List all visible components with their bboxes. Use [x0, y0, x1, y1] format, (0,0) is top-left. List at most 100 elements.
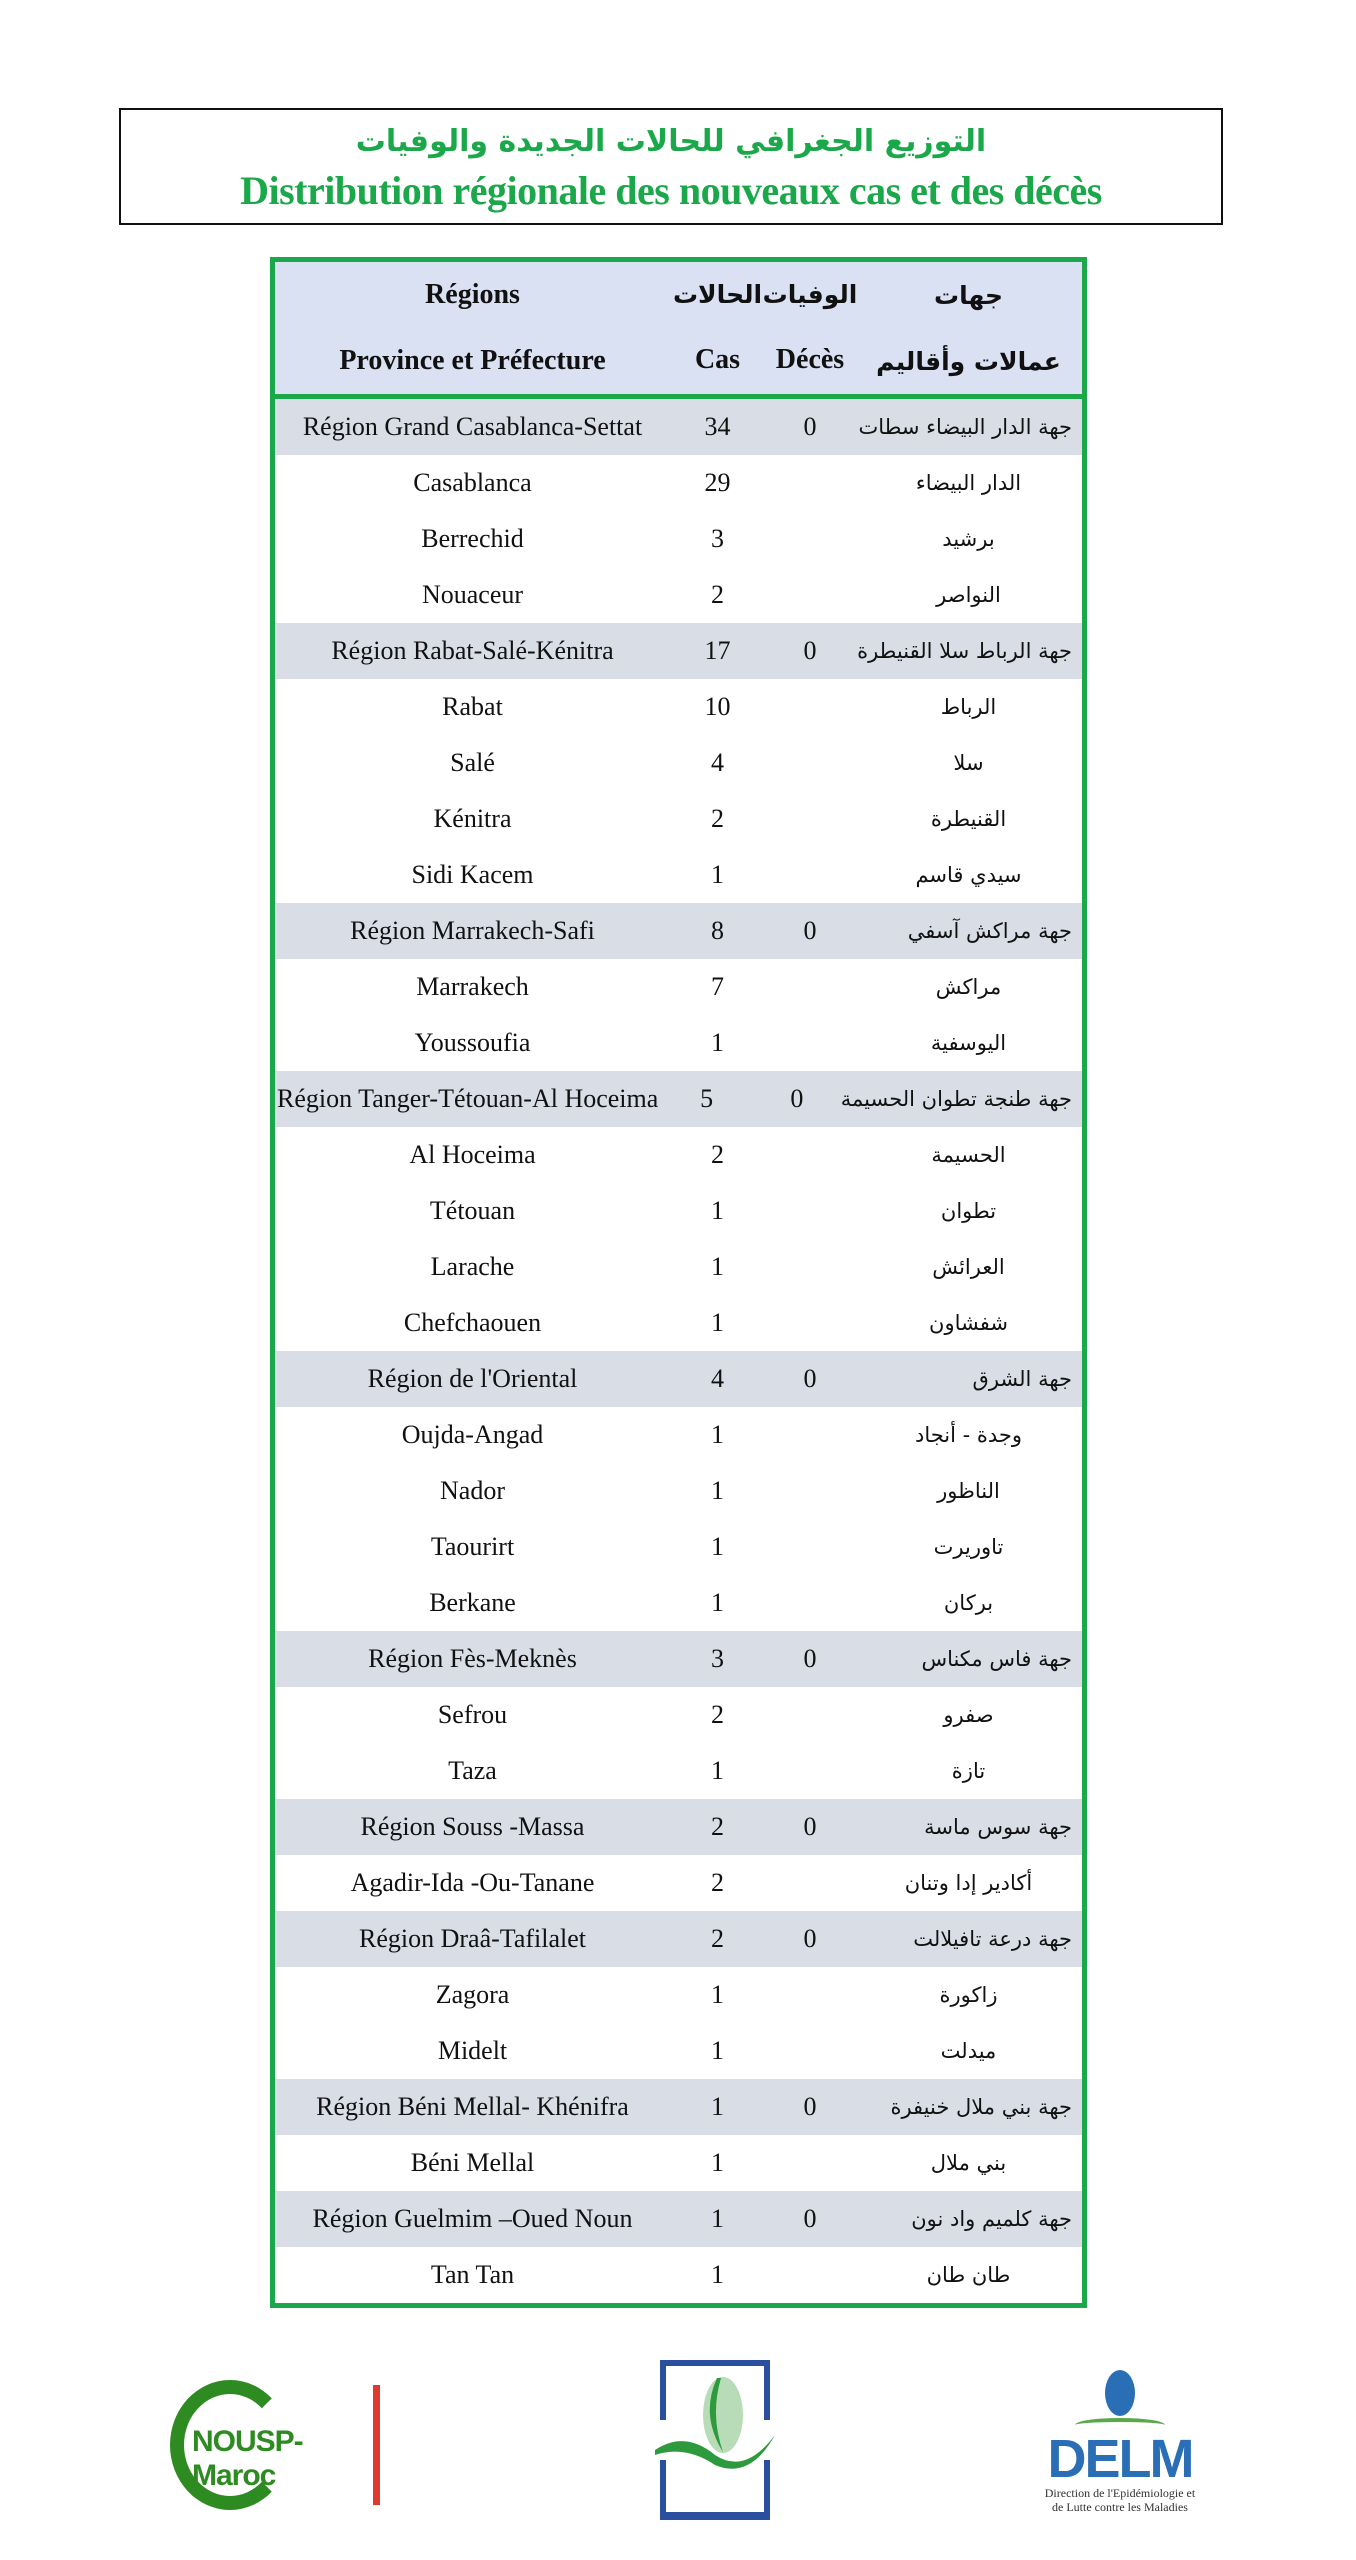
- cases-cell: 2: [711, 580, 724, 609]
- province-row: Taourirt 1 تاوريرت: [275, 1519, 1082, 1575]
- cases-cell: 1: [711, 1196, 724, 1225]
- name-cell: Sefrou: [437, 1700, 508, 1729]
- province-row: Sidi Kacem 1 سيدي قاسم: [275, 847, 1082, 903]
- province-row: Casablanca 29 الدار البيضاء: [275, 455, 1082, 511]
- arabic-name-cell: أكادير إدا وتنان: [904, 1871, 1033, 1895]
- cases-cell: 2: [711, 1812, 724, 1841]
- region-row: Région Rabat-Salé-Kénitra 17 0 جهة الرباط س…: [275, 623, 1082, 679]
- region-row: Région Grand Casablanca-Settat 34 0 جهة الد…: [275, 399, 1082, 455]
- province-row: Marrakech 7 مراكش: [275, 959, 1082, 1015]
- arabic-name-cell: تازة: [951, 1759, 986, 1783]
- arabic-name-cell: اليوسفية: [930, 1031, 1007, 1055]
- province-row: Larache 1 العرائش: [275, 1239, 1082, 1295]
- arabic-name-cell: صفرو: [943, 1703, 994, 1727]
- name-cell: Larache: [430, 1252, 515, 1281]
- arabic-name-cell: النواصر: [936, 583, 1001, 607]
- cases-cell: 5: [700, 1084, 714, 1113]
- arabic-name-cell: برشيد: [942, 527, 995, 551]
- deaths-cell: 0: [803, 916, 817, 945]
- deaths-cell: 0: [803, 2204, 817, 2233]
- deaths-cell: 0: [803, 1924, 817, 1953]
- header-label: جهات: [933, 280, 1004, 310]
- province-row: Salé 4 سلا: [275, 735, 1082, 791]
- name-cell: Région Fès-Meknès: [368, 1644, 577, 1673]
- cases-cell: 2: [711, 1140, 724, 1169]
- nousp-logo: NOUSP-Maroc: [170, 2380, 380, 2510]
- name-cell: Oujda-Angad: [401, 1420, 544, 1449]
- cases-cell: 8: [711, 916, 724, 945]
- arabic-name-cell: العرائش: [932, 1255, 1005, 1279]
- title-french: Distribution régionale des nouveaux cas …: [240, 168, 1102, 213]
- region-row: Région Tanger-Tétouan-Al Hoceima 5 0 جهة طن…: [275, 1071, 1082, 1127]
- cases-cell: 1: [711, 1756, 724, 1785]
- header-label: Province et Préfecture: [339, 345, 606, 376]
- province-row: Nador 1 الناظور: [275, 1463, 1082, 1519]
- province-row: Kénitra 2 القنيطرة: [275, 791, 1082, 847]
- arabic-name-cell: مراكش: [935, 975, 1002, 999]
- province-row: Nouaceur 2 النواصر: [275, 567, 1082, 623]
- arabic-name-cell: القنيطرة: [930, 807, 1007, 831]
- cases-cell: 1: [711, 1476, 724, 1505]
- cases-cell: 2: [711, 1868, 724, 1897]
- name-cell: Sidi Kacem: [411, 860, 534, 889]
- deaths-cell: 0: [803, 1644, 817, 1673]
- title-arabic: التوزيع الجغرافي للحالات الجديدة والوفيا…: [355, 124, 987, 159]
- province-row: Agadir-Ida -Ou-Tanane 2 أكادير إدا وتنان: [275, 1855, 1082, 1911]
- arabic-name-cell: جهة الشرق: [972, 1367, 1072, 1391]
- header-label: Cas: [694, 344, 741, 376]
- cases-cell: 2: [711, 1924, 724, 1953]
- header-label: الوفيات: [762, 279, 858, 309]
- arabic-name-cell: الناظور: [937, 1479, 1000, 1503]
- arabic-name-cell: جهة سوس ماسة: [924, 1815, 1072, 1839]
- arabic-name-cell: جهة الدار البيضاء سطات: [858, 415, 1072, 439]
- name-cell: Taza: [448, 1756, 497, 1785]
- arabic-name-cell: تاوريرت: [933, 1535, 1004, 1559]
- cases-cell: 3: [711, 524, 724, 553]
- region-row: Région Béni Mellal- Khénifra 1 0 جهة بني مل…: [275, 2079, 1082, 2135]
- cases-cell: 4: [711, 748, 724, 777]
- cases-cell: 2: [711, 804, 724, 833]
- cases-cell: 1: [711, 1588, 724, 1617]
- region-row: Région Marrakech-Safi 8 0 جهة مراكش آسفي: [275, 903, 1082, 959]
- arabic-name-cell: بركان: [943, 1591, 994, 1615]
- footer-logos: NOUSP-Maroc DELM Direction de l'Epidémio…: [0, 2360, 1356, 2520]
- arabic-name-cell: شفشاون: [929, 1311, 1008, 1335]
- arabic-name-cell: جهة مراكش آسفي: [907, 919, 1072, 943]
- arabic-name-cell: جهة الرباط سلا القنيطرة: [857, 639, 1072, 663]
- deaths-cell: 0: [803, 2092, 817, 2121]
- name-cell: Région Marrakech-Safi: [350, 916, 595, 945]
- arabic-name-cell: سلا: [953, 751, 984, 775]
- cases-cell: 1: [711, 1028, 724, 1057]
- name-cell: Berrechid: [421, 524, 524, 553]
- arabic-name-cell: وجدة - أنجاد: [914, 1423, 1023, 1447]
- cases-cell: 1: [711, 1252, 724, 1281]
- arabic-name-cell: بني ملال: [930, 2151, 1007, 2175]
- ministry-logo: [655, 2360, 775, 2520]
- arabic-name-cell: جهة بني ملال خنيفرة: [890, 2095, 1072, 2119]
- cases-cell: 1: [711, 2092, 724, 2121]
- region-row: Région Fès-Meknès 3 0 جهة فاس مكناس: [275, 1631, 1082, 1687]
- arabic-name-cell: زاكورة: [939, 1983, 998, 2007]
- name-cell: Région Rabat-Salé-Kénitra: [331, 636, 614, 665]
- name-cell: Région Draâ-Tafilalet: [358, 1924, 587, 1953]
- province-row: Youssoufia 1 اليوسفية: [275, 1015, 1082, 1071]
- province-row: Sefrou 2 صفرو: [275, 1687, 1082, 1743]
- province-row: Oujda-Angad 1 وجدة - أنجاد: [275, 1407, 1082, 1463]
- table-body: Région Grand Casablanca-Settat 34 0 جهة الد…: [275, 399, 1082, 2303]
- province-row: Midelt 1 ميدلت: [275, 2023, 1082, 2079]
- name-cell: Région Béni Mellal- Khénifra: [316, 2092, 629, 2121]
- arabic-name-cell: تطوان: [940, 1199, 997, 1223]
- name-cell: Béni Mellal: [410, 2148, 535, 2177]
- province-row: Rabat 10 الرباط: [275, 679, 1082, 735]
- name-cell: Région Tanger-Tétouan-Al Hoceima: [277, 1084, 659, 1113]
- cases-cell: 10: [704, 692, 731, 721]
- province-row: Taza 1 تازة: [275, 1743, 1082, 1799]
- distribution-table: Régions Province et Préfecture الحالات C…: [270, 257, 1087, 2308]
- title-box: التوزيع الجغرافي للحالات الجديدة والوفيا…: [119, 108, 1223, 225]
- cases-cell: 2: [711, 1700, 724, 1729]
- name-cell: Al Hoceima: [409, 1140, 536, 1169]
- deaths-cell: 0: [803, 636, 817, 665]
- delm-logo: DELM Direction de l'Epidémiologie et de …: [1040, 2370, 1200, 2520]
- arabic-name-cell: طان طان: [926, 2263, 1011, 2287]
- province-row: Berkane 1 بركان: [275, 1575, 1082, 1631]
